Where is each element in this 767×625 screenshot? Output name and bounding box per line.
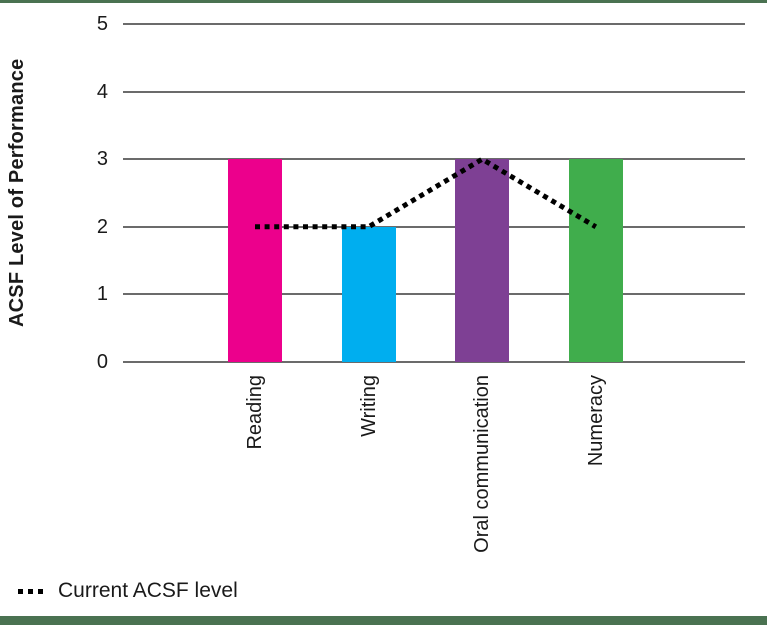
- gridline-5: [123, 23, 745, 25]
- x-label-oral-communication: Oral communication: [471, 375, 494, 553]
- plot-area: [123, 23, 745, 363]
- y-tick-label-3: 3: [96, 148, 108, 171]
- legend-label: Current ACSF level: [58, 579, 238, 602]
- gridline-2: [123, 225, 745, 228]
- bar-oral-communication: [455, 159, 510, 362]
- gridline-1: [123, 293, 745, 296]
- y-axis-title: ACSF Level of Performance: [6, 58, 28, 328]
- x-label-reading: Reading: [244, 375, 266, 450]
- y-tick-label-4: 4: [96, 80, 108, 103]
- x-label-numeracy: Numeracy: [584, 375, 607, 467]
- gridline-0: [123, 361, 745, 363]
- y-tick-label-0: 0: [96, 351, 108, 373]
- y-tick-label-1: 1: [96, 283, 108, 306]
- y-tick-label-5: 5: [96, 13, 108, 35]
- current-acsf-level-line: [255, 156, 598, 230]
- gridline-3: [123, 158, 745, 161]
- bar-reading: [228, 159, 282, 362]
- bar-writing: [341, 226, 396, 362]
- gridline-4: [123, 90, 745, 93]
- y-tick-label-2: 2: [96, 215, 108, 238]
- legend: Current ACSF level: [18, 579, 238, 603]
- dotted-line-legend-marker: [18, 588, 43, 594]
- x-label-writing: Writing: [357, 375, 380, 437]
- bar-numeracy: [568, 159, 623, 362]
